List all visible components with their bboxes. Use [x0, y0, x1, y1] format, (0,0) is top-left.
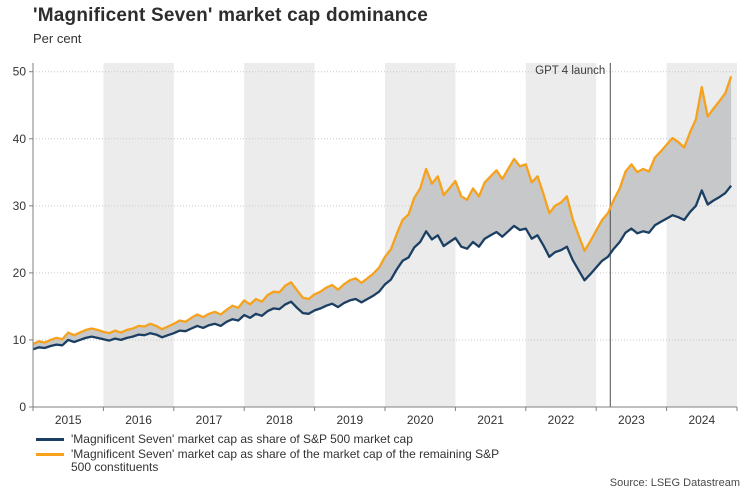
y-tick-label: 20	[13, 266, 27, 280]
source-credit: Source: LSEG Datastream	[609, 477, 740, 489]
x-tick-label: 2016	[125, 413, 152, 427]
x-tick-label: 2020	[407, 413, 434, 427]
year-stripe	[244, 63, 315, 407]
x-tick-label: 2018	[266, 413, 293, 427]
legend-label: 'Magnificent Seven' market cap as share …	[71, 447, 499, 474]
year-stripe	[103, 63, 174, 407]
x-tick-label: 2024	[688, 413, 715, 427]
orange-line-swatch	[36, 453, 64, 456]
y-tick-label: 30	[13, 199, 27, 213]
x-tick-label: 2022	[548, 413, 575, 427]
axis-unit-label: Per cent	[33, 31, 82, 46]
legend-label: 'Magnificent Seven' market cap as share …	[71, 432, 413, 446]
x-tick-label: 2017	[196, 413, 223, 427]
x-tick-label: 2023	[618, 413, 645, 427]
x-tick-label: 2021	[477, 413, 504, 427]
line-chart: 0 10 20 30 40 50 2015 2016 2017 2018 2019 2020 2021 2…	[13, 63, 738, 427]
y-tick-label: 10	[13, 333, 27, 347]
y-tick-label: 50	[13, 65, 27, 79]
legend-item-sp500-share: 'Magnificent Seven' market cap as share …	[36, 433, 516, 446]
navy-series-line	[32, 184, 733, 351]
y-tick-label: 0	[19, 400, 26, 414]
chart-legend: 'Magnificent Seven' market cap as share …	[36, 433, 516, 476]
page-title: 'Magnificent Seven' market cap dominance	[33, 5, 429, 26]
legend-item-remaining-share: 'Magnificent Seven' market cap as share …	[36, 448, 516, 474]
navy-line-swatch	[36, 438, 64, 441]
x-tick-label: 2019	[336, 413, 363, 427]
y-tick-label: 40	[13, 132, 27, 146]
gpt4-launch-label: GPT 4 launch	[535, 65, 605, 77]
orange-series-line	[32, 76, 733, 346]
x-tick-label: 2015	[55, 413, 82, 427]
